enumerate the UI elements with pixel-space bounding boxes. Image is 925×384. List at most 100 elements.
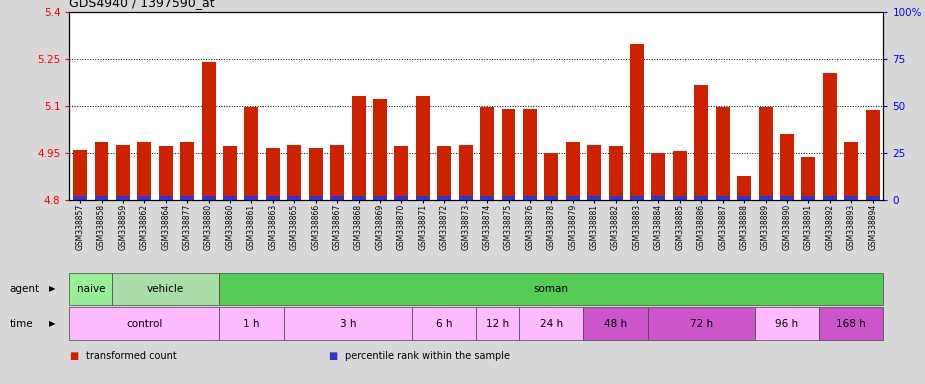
Bar xyxy=(737,196,751,200)
Text: control: control xyxy=(126,318,163,329)
Bar xyxy=(716,196,730,200)
Bar xyxy=(159,146,173,200)
Bar xyxy=(394,196,408,200)
Bar xyxy=(138,142,152,200)
Bar xyxy=(584,307,647,340)
Text: time: time xyxy=(9,318,33,329)
Bar xyxy=(758,196,772,200)
Text: percentile rank within the sample: percentile rank within the sample xyxy=(345,351,510,361)
Bar xyxy=(545,196,559,200)
Bar xyxy=(737,176,751,200)
Bar xyxy=(545,152,559,200)
Text: 3 h: 3 h xyxy=(339,318,356,329)
Bar xyxy=(630,45,644,200)
Bar xyxy=(73,196,87,200)
Bar xyxy=(288,145,302,200)
Bar xyxy=(309,148,323,200)
Bar xyxy=(648,307,755,340)
Bar xyxy=(116,196,130,200)
Bar xyxy=(330,196,344,200)
Bar xyxy=(112,273,219,305)
Bar xyxy=(244,107,258,200)
Bar xyxy=(695,196,709,200)
Text: 6 h: 6 h xyxy=(436,318,452,329)
Bar xyxy=(69,273,112,305)
Bar xyxy=(672,196,687,200)
Bar xyxy=(180,142,194,200)
Text: soman: soman xyxy=(534,284,569,294)
Bar xyxy=(609,146,623,200)
Bar xyxy=(780,196,794,200)
Text: 96 h: 96 h xyxy=(775,318,798,329)
Bar xyxy=(820,307,883,340)
Bar xyxy=(309,196,323,200)
Bar xyxy=(219,307,284,340)
Bar xyxy=(823,196,837,200)
Text: transformed count: transformed count xyxy=(86,351,177,361)
Bar xyxy=(866,196,880,200)
Bar xyxy=(138,196,152,200)
Text: vehicle: vehicle xyxy=(147,284,184,294)
Bar xyxy=(695,85,709,200)
Bar xyxy=(223,146,237,200)
Bar xyxy=(202,62,216,200)
Bar xyxy=(373,196,387,200)
Bar xyxy=(780,134,794,200)
Text: 168 h: 168 h xyxy=(836,318,866,329)
Bar xyxy=(758,107,772,200)
Bar xyxy=(219,273,883,305)
Text: GDS4940 / 1397590_at: GDS4940 / 1397590_at xyxy=(69,0,215,9)
Text: 48 h: 48 h xyxy=(604,318,627,329)
Bar xyxy=(523,109,536,200)
Bar xyxy=(651,196,665,200)
Bar xyxy=(94,142,108,200)
Bar xyxy=(823,73,837,200)
Text: ▶: ▶ xyxy=(49,319,56,328)
Bar xyxy=(94,196,108,200)
Bar xyxy=(394,146,408,200)
Bar xyxy=(845,142,858,200)
Bar xyxy=(288,196,302,200)
Text: 1 h: 1 h xyxy=(243,318,260,329)
Text: agent: agent xyxy=(9,284,40,294)
Bar xyxy=(159,196,173,200)
Bar xyxy=(501,109,515,200)
Bar xyxy=(438,146,451,200)
Bar xyxy=(202,196,216,200)
Bar xyxy=(69,307,219,340)
Bar xyxy=(480,107,494,200)
Text: 24 h: 24 h xyxy=(540,318,563,329)
Bar xyxy=(413,307,476,340)
Bar xyxy=(716,107,730,200)
Bar xyxy=(416,96,430,200)
Text: 72 h: 72 h xyxy=(690,318,713,329)
Bar xyxy=(609,196,623,200)
Bar xyxy=(480,196,494,200)
Bar xyxy=(845,196,858,200)
Bar xyxy=(330,145,344,200)
Bar xyxy=(459,196,473,200)
Bar xyxy=(523,196,536,200)
Bar xyxy=(866,110,880,200)
Bar xyxy=(223,196,237,200)
Bar xyxy=(801,196,815,200)
Bar xyxy=(519,307,584,340)
Bar xyxy=(476,307,519,340)
Bar xyxy=(801,157,815,200)
Bar xyxy=(373,99,387,200)
Bar xyxy=(416,196,430,200)
Bar xyxy=(587,145,601,200)
Bar xyxy=(265,148,280,200)
Bar xyxy=(630,196,644,200)
Text: 12 h: 12 h xyxy=(487,318,510,329)
Text: ■: ■ xyxy=(328,351,338,361)
Bar xyxy=(501,196,515,200)
Text: ▶: ▶ xyxy=(49,285,56,293)
Bar xyxy=(116,145,130,200)
Bar xyxy=(438,196,451,200)
Bar xyxy=(73,149,87,200)
Bar xyxy=(459,145,473,200)
Bar xyxy=(587,196,601,200)
Bar xyxy=(352,96,365,200)
Bar xyxy=(566,196,580,200)
